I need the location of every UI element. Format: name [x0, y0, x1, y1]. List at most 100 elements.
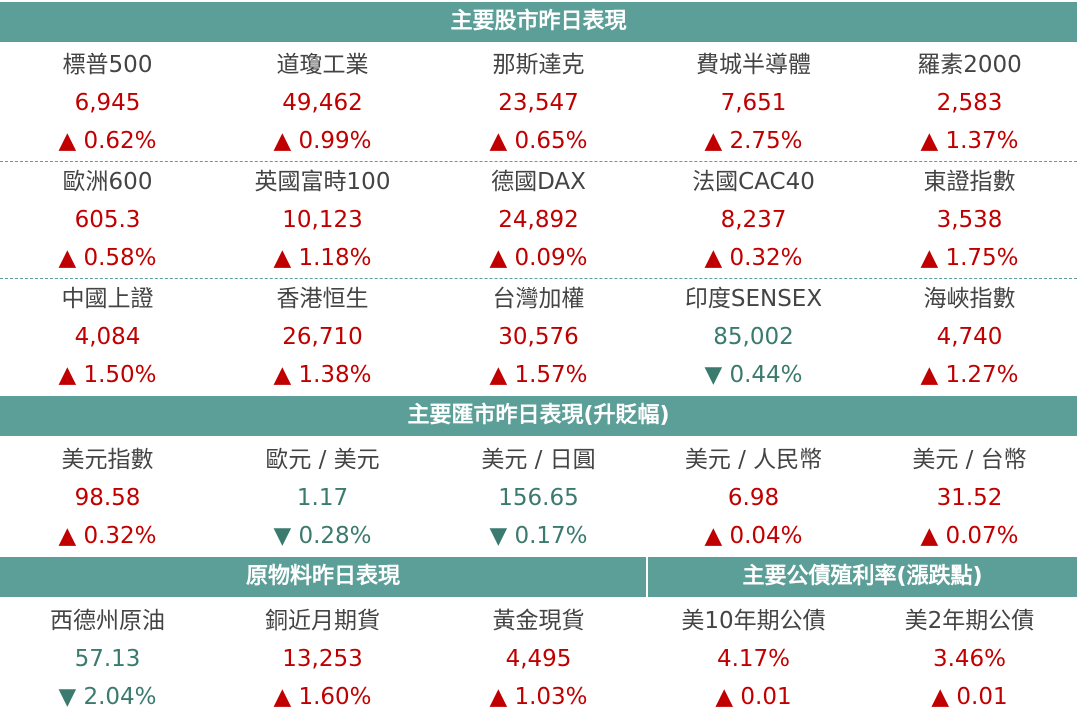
- quote-cell: 美元 / 台幣 31.52 ▲ 0.07%: [862, 441, 1077, 555]
- quote-value: 3,538: [936, 207, 1003, 233]
- quote-value: 6.98: [727, 485, 780, 511]
- quote-value: 4.17%: [716, 646, 791, 672]
- quote-value: 6,945: [74, 90, 141, 116]
- row-divider: [0, 161, 1077, 162]
- quote-value: 8,237: [720, 207, 787, 233]
- quote-cell: 英國富時100 10,123 ▲ 1.18%: [215, 163, 430, 277]
- quote-cell: 美元 / 人民幣 6.98 ▲ 0.04%: [646, 441, 861, 555]
- quote-name: 法國CAC40: [692, 169, 815, 195]
- quote-change: ▲ 0.01: [931, 684, 1008, 710]
- quote-cell: 台灣加權 30,576 ▲ 1.57%: [431, 280, 646, 394]
- quote-value: 13,253: [282, 646, 363, 672]
- quote-value: 156.65: [498, 485, 579, 511]
- quote-change: ▼ 2.04%: [58, 684, 157, 710]
- quote-name: 美10年期公債: [681, 608, 826, 634]
- quote-change: ▼ 0.28%: [273, 523, 372, 549]
- quote-cell: 美元 / 日圓 156.65 ▼ 0.17%: [431, 441, 646, 555]
- quote-value: 2,583: [936, 90, 1003, 116]
- quote-change: ▲ 0.01: [715, 684, 792, 710]
- quote-name: 台灣加權: [492, 286, 585, 312]
- quote-value: 7,651: [720, 90, 787, 116]
- quote-change: ▲ 0.99%: [273, 128, 372, 154]
- quote-change: ▲ 0.07%: [920, 523, 1019, 549]
- quote-cell: 法國CAC40 8,237 ▲ 0.32%: [646, 163, 861, 277]
- row-divider: [0, 278, 1077, 279]
- quote-name: 美元指數: [61, 447, 154, 473]
- quote-cell: 標普500 6,945 ▲ 0.62%: [0, 46, 215, 160]
- quote-value: 3.46%: [932, 646, 1007, 672]
- quote-cell: 香港恒生 26,710 ▲ 1.38%: [215, 280, 430, 394]
- quote-cell: 西德州原油 57.13 ▼ 2.04%: [0, 602, 215, 716]
- quote-name: 羅素2000: [917, 52, 1022, 78]
- quote-value: 10,123: [282, 207, 363, 233]
- quote-cell: 美10年期公債 4.17% ▲ 0.01: [646, 602, 861, 716]
- quote-name: 歐洲600: [62, 169, 153, 195]
- quote-name: 道瓊工業: [276, 52, 369, 78]
- quote-name: 歐元 / 美元: [265, 447, 380, 473]
- quote-cell: 銅近月期貨 13,253 ▲ 1.60%: [215, 602, 430, 716]
- quote-change: ▲ 0.09%: [489, 245, 588, 271]
- quote-value: 605.3: [74, 207, 141, 233]
- quote-cell: 那斯達克 23,547 ▲ 0.65%: [431, 46, 646, 160]
- quote-change: ▲ 1.03%: [489, 684, 588, 710]
- quote-name: 印度SENSEX: [684, 286, 823, 312]
- quote-value: 4,740: [936, 324, 1003, 350]
- quote-value: 23,547: [498, 90, 579, 116]
- quote-name: 美2年期公債: [904, 608, 1035, 634]
- quote-change: ▼ 0.17%: [489, 523, 588, 549]
- stocks-header: 主要股市昨日表現: [0, 2, 1077, 42]
- quote-change: ▲ 1.75%: [920, 245, 1019, 271]
- quote-name: 東證指數: [923, 169, 1016, 195]
- quote-value: 49,462: [282, 90, 363, 116]
- quote-value: 26,710: [282, 324, 363, 350]
- quote-change: ▲ 0.32%: [58, 523, 157, 549]
- quote-cell: 東證指數 3,538 ▲ 1.75%: [862, 163, 1077, 277]
- quote-value: 24,892: [498, 207, 579, 233]
- quote-change: ▲ 1.37%: [920, 128, 1019, 154]
- quote-name: 德國DAX: [491, 169, 586, 195]
- quote-change: ▲ 1.50%: [58, 362, 157, 388]
- quote-cell: 中國上證 4,084 ▲ 1.50%: [0, 280, 215, 394]
- quote-change: ▲ 0.58%: [58, 245, 157, 271]
- quote-cell: 歐元 / 美元 1.17 ▼ 0.28%: [215, 441, 430, 555]
- quote-change: ▲ 2.75%: [704, 128, 803, 154]
- quote-cell: 黃金現貨 4,495 ▲ 1.03%: [431, 602, 646, 716]
- quote-cell: 費城半導體 7,651 ▲ 2.75%: [646, 46, 861, 160]
- quote-value: 30,576: [498, 324, 579, 350]
- quote-value: 4,495: [505, 646, 572, 672]
- header-divider: [646, 556, 648, 598]
- quote-cell: 道瓊工業 49,462 ▲ 0.99%: [215, 46, 430, 160]
- fx-header: 主要匯市昨日表現(升貶幅): [0, 396, 1077, 436]
- quote-name: 銅近月期貨: [265, 608, 380, 634]
- quote-cell: 美元指數 98.58 ▲ 0.32%: [0, 441, 215, 555]
- quote-name: 那斯達克: [492, 52, 585, 78]
- quote-change: ▲ 0.65%: [489, 128, 588, 154]
- commodities-header: 原物料昨日表現: [0, 557, 646, 597]
- quote-name: 海峽指數: [923, 286, 1016, 312]
- quote-change: ▲ 1.27%: [920, 362, 1019, 388]
- quote-name: 美元 / 台幣: [912, 447, 1027, 473]
- quote-change: ▲ 1.18%: [273, 245, 372, 271]
- quote-cell: 海峽指數 4,740 ▲ 1.27%: [862, 280, 1077, 394]
- bonds-header: 主要公債殖利率(漲跌點): [648, 557, 1077, 597]
- quote-cell: 印度SENSEX 85,002 ▼ 0.44%: [646, 280, 861, 394]
- quote-cell: 美2年期公債 3.46% ▲ 0.01: [862, 602, 1077, 716]
- quote-name: 費城半導體: [696, 52, 811, 78]
- quote-change: ▲ 0.62%: [58, 128, 157, 154]
- quote-change: ▲ 1.38%: [273, 362, 372, 388]
- quote-name: 美元 / 人民幣: [684, 447, 823, 473]
- quote-name: 香港恒生: [276, 286, 369, 312]
- quote-name: 英國富時100: [254, 169, 391, 195]
- quote-change: ▲ 0.32%: [704, 245, 803, 271]
- quote-name: 黃金現貨: [492, 608, 585, 634]
- quote-value: 4,084: [74, 324, 141, 350]
- quote-value: 31.52: [936, 485, 1003, 511]
- quote-value: 57.13: [74, 646, 141, 672]
- quote-change: ▼ 0.44%: [704, 362, 803, 388]
- quote-cell: 羅素2000 2,583 ▲ 1.37%: [862, 46, 1077, 160]
- quote-value: 85,002: [713, 324, 794, 350]
- quote-change: ▲ 0.04%: [704, 523, 803, 549]
- quote-cell: 德國DAX 24,892 ▲ 0.09%: [431, 163, 646, 277]
- quote-value: 1.17: [296, 485, 349, 511]
